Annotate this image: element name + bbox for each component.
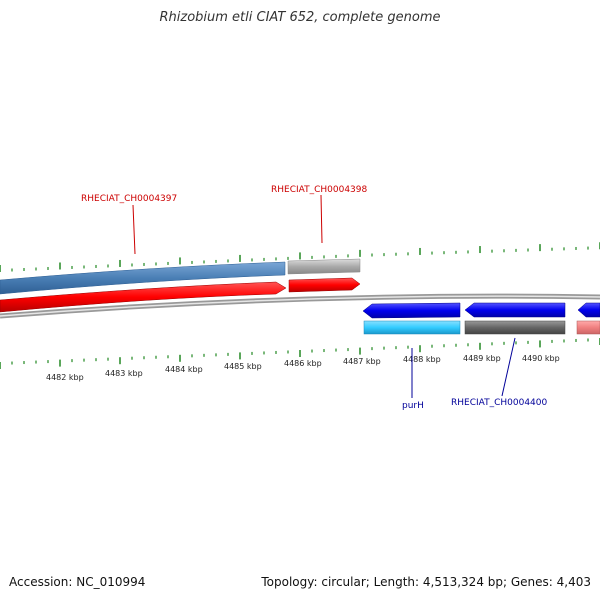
label-leader-4400 xyxy=(501,337,516,397)
gene-rheciat-ch0004397-bar[interactable] xyxy=(0,261,286,295)
gene-label-rheciat-ch0004400[interactable]: RHECIAT_CH0004400 xyxy=(451,398,548,408)
scale-label: 4488 kbp xyxy=(403,355,441,364)
reverse-scale-ticks xyxy=(0,338,600,369)
cds-rheciat-ch0004400-arrow[interactable] xyxy=(464,302,566,318)
scale-labels: 4482 kbp 4483 kbp 4484 kbp 4485 kbp 4486… xyxy=(46,354,560,382)
gene-label-rheciat-ch0004397[interactable]: RHECIAT_CH0004397 xyxy=(81,194,177,204)
gene-label-purh[interactable]: purH xyxy=(402,401,424,411)
gene-label-rheciat-ch0004398[interactable]: RHECIAT_CH0004398 xyxy=(271,185,368,195)
label-leader-4398 xyxy=(320,194,323,244)
scale-label: 4484 kbp xyxy=(165,365,203,374)
gene-purh-bar[interactable] xyxy=(363,320,461,335)
gene-next-bar[interactable] xyxy=(576,320,600,335)
scale-label: 4483 kbp xyxy=(105,369,143,378)
label-leader-4397 xyxy=(132,204,136,255)
accession-text: Accession: NC_010994 xyxy=(9,575,146,589)
scale-label: 4489 kbp xyxy=(463,354,501,363)
cds-rheciat-ch0004397-arrow[interactable] xyxy=(0,281,287,313)
gene-rheciat-ch0004400-bar[interactable] xyxy=(464,320,566,335)
cds-rheciat-ch0004398-arrow[interactable] xyxy=(288,277,361,293)
cds-next-arrow[interactable] xyxy=(577,302,600,318)
forward-scale-ticks xyxy=(0,242,600,272)
cds-purh-arrow[interactable] xyxy=(362,302,461,319)
scale-label: 4490 kbp xyxy=(522,354,560,363)
gene-rheciat-ch0004398-bar[interactable] xyxy=(287,258,361,275)
scale-label: 4487 kbp xyxy=(343,357,381,366)
scale-label: 4485 kbp xyxy=(224,362,262,371)
page-title: Rhizobium etli CIAT 652, complete genome xyxy=(159,10,441,25)
scale-label: 4482 kbp xyxy=(46,373,84,382)
genome-summary-text: Topology: circular; Length: 4,513,324 bp… xyxy=(261,575,591,589)
scale-label: 4486 kbp xyxy=(284,359,322,368)
